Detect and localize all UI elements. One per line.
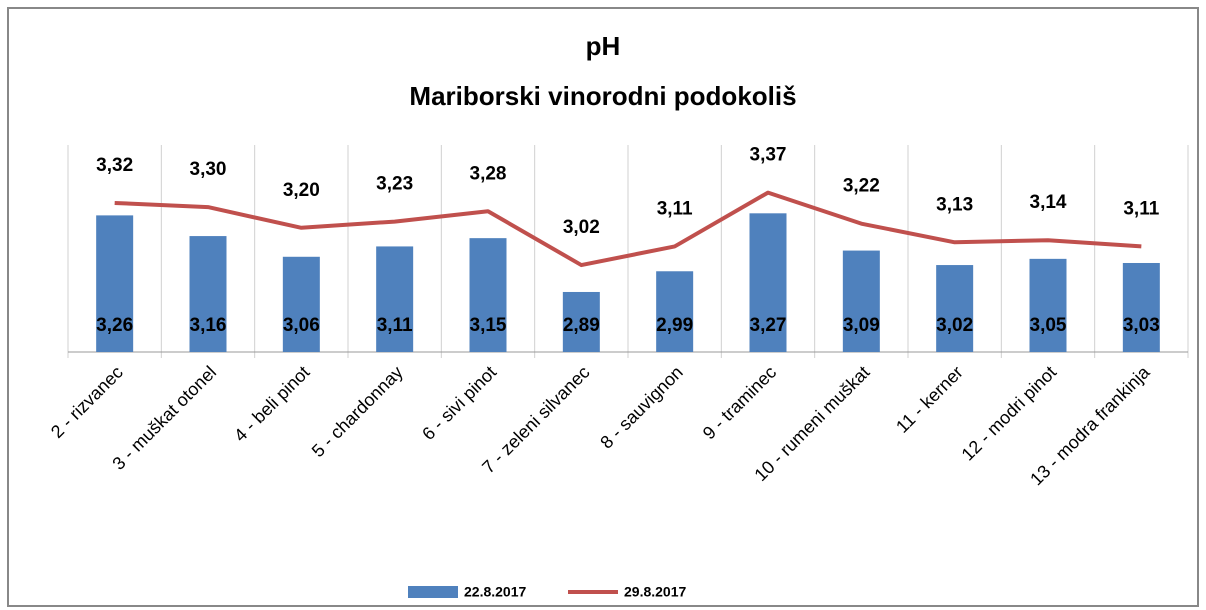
bar <box>936 265 974 352</box>
bar-value-label: 2,99 <box>656 315 693 336</box>
bar <box>96 215 134 352</box>
line-value-label: 3,23 <box>376 174 413 195</box>
line-value-label: 3,11 <box>657 198 693 219</box>
bar <box>656 271 694 352</box>
bar <box>189 236 227 352</box>
line-value-label: 3,02 <box>563 217 600 238</box>
bar-value-label: 3,09 <box>843 315 880 336</box>
bar-value-label: 3,26 <box>96 315 133 336</box>
bar-value-label: 3,03 <box>1123 315 1160 336</box>
line-value-label: 3,14 <box>1030 192 1067 213</box>
bar-value-label: 3,27 <box>750 315 787 336</box>
legend-label: 22.8.2017 <box>464 584 526 600</box>
line-value-label: 3,11 <box>1123 198 1159 219</box>
line-value-label: 3,13 <box>936 194 973 215</box>
bar <box>469 238 507 352</box>
legend-label: 29.8.2017 <box>624 584 686 600</box>
line-value-label: 3,28 <box>470 163 507 184</box>
bar-value-label: 3,15 <box>470 315 507 336</box>
bar <box>376 246 414 352</box>
bar-value-label: 3,05 <box>1030 315 1067 336</box>
bar-value-label: 3,02 <box>936 315 973 336</box>
line-value-label: 3,32 <box>96 155 133 176</box>
bar-value-label: 3,16 <box>190 315 227 336</box>
bar <box>562 291 600 352</box>
chart-subtitle: Mariborski vinorodni podokoliš <box>409 81 796 111</box>
line-value-label: 3,22 <box>843 176 880 197</box>
chart-title: pH <box>586 31 621 61</box>
legend-swatch <box>408 586 458 598</box>
line <box>114 190 1142 268</box>
line-value-label: 3,37 <box>750 145 787 166</box>
bar <box>1029 258 1067 352</box>
bar <box>1122 262 1160 352</box>
line-value-label: 3,30 <box>190 159 227 180</box>
bar <box>749 213 787 352</box>
bar-value-label: 3,11 <box>377 315 413 336</box>
bar <box>282 256 320 352</box>
bar-value-label: 3,06 <box>283 315 320 336</box>
bar <box>842 250 880 352</box>
line-value-label: 3,20 <box>283 180 320 201</box>
bar-value-label: 2,89 <box>563 315 600 336</box>
